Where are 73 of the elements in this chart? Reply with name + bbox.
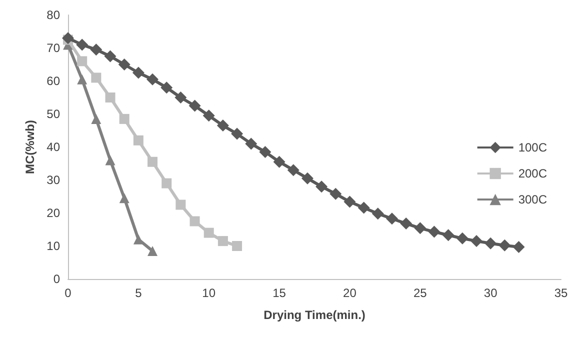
- point: [76, 38, 88, 51]
- point: [287, 164, 300, 176]
- point: [232, 241, 242, 251]
- y-tick-label: 60: [46, 74, 60, 88]
- point: [146, 73, 159, 86]
- point: [91, 72, 102, 83]
- point: [301, 172, 314, 184]
- x-tick-label: 10: [202, 286, 216, 300]
- point: [259, 146, 272, 158]
- point: [428, 226, 440, 238]
- y-tick-label: 70: [46, 41, 60, 55]
- point: [400, 218, 412, 230]
- y-tick-label: 50: [46, 107, 60, 121]
- y-axis-title: MC(%wb): [22, 120, 37, 174]
- point: [245, 138, 258, 150]
- point: [160, 82, 173, 94]
- point: [456, 232, 468, 244]
- point: [104, 50, 116, 62]
- point: [77, 56, 88, 66]
- point: [119, 114, 130, 124]
- point: [162, 178, 172, 188]
- x-axis-title: Drying Time(min.): [264, 308, 366, 322]
- point: [105, 92, 116, 102]
- y-tick-label: 20: [46, 206, 60, 220]
- point: [470, 235, 482, 248]
- point: [202, 110, 215, 122]
- y-tick-label: 30: [46, 173, 60, 187]
- y-tick-label: 0: [53, 272, 60, 286]
- point: [442, 229, 454, 242]
- point: [148, 156, 158, 167]
- point: [414, 222, 426, 234]
- point: [344, 196, 356, 208]
- point: [231, 128, 244, 140]
- y-tick-label: 10: [46, 239, 60, 253]
- x-tick-label: 35: [554, 286, 568, 300]
- point: [386, 212, 398, 225]
- point: [204, 228, 214, 238]
- x-tick-label: 30: [484, 286, 498, 300]
- y-tick-label: 80: [46, 8, 60, 22]
- point: [133, 135, 144, 146]
- y-tick-label: 40: [46, 140, 60, 154]
- point: [118, 58, 130, 70]
- point: [273, 156, 286, 168]
- point: [190, 216, 200, 226]
- point: [512, 240, 525, 253]
- point: [174, 92, 187, 104]
- x-tick-label: 15: [272, 286, 286, 300]
- point: [316, 180, 328, 193]
- point: [77, 74, 88, 84]
- x-tick-label: 20: [343, 286, 357, 300]
- point: [372, 208, 384, 220]
- point: [91, 114, 102, 124]
- x-tick-label: 25: [413, 286, 428, 300]
- legend-label: 100C: [518, 140, 548, 154]
- point: [330, 188, 342, 200]
- x-tick-label: 0: [64, 286, 72, 300]
- point: [119, 193, 130, 204]
- legend-label: 300C: [518, 192, 548, 206]
- point: [132, 66, 144, 79]
- point: [90, 44, 102, 56]
- point: [498, 239, 511, 252]
- point: [358, 202, 370, 214]
- point: [148, 246, 158, 256]
- point: [105, 155, 116, 166]
- legend-label: 200C: [518, 166, 548, 180]
- point: [62, 32, 74, 44]
- x-tick-label: 5: [135, 286, 142, 300]
- point: [484, 237, 497, 250]
- point: [176, 200, 186, 210]
- point: [188, 100, 201, 112]
- point: [218, 236, 228, 246]
- point: [216, 120, 229, 132]
- point: [133, 234, 144, 244]
